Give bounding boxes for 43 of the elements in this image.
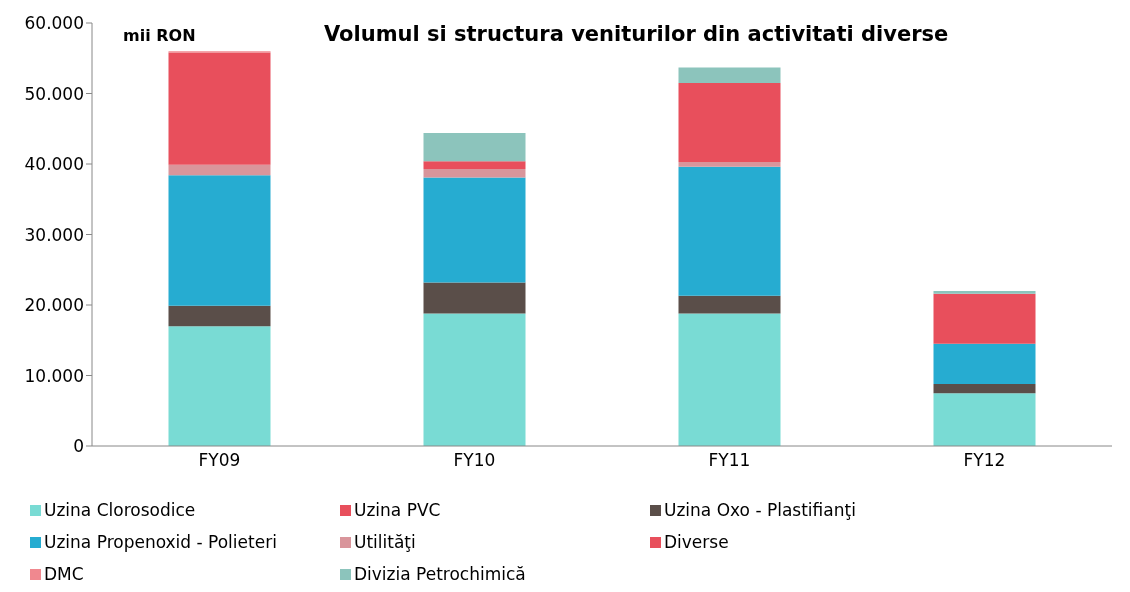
legend-label: Uzina Propenoxid - Polieteri xyxy=(44,532,277,552)
y-tick-label: 60.000 xyxy=(24,13,84,34)
bar xyxy=(423,313,526,446)
legend-label: Utilităţi xyxy=(354,532,416,552)
bar xyxy=(168,326,271,446)
bar xyxy=(933,343,1036,384)
y-tick-label: 10.000 xyxy=(24,365,84,386)
bar xyxy=(168,305,271,327)
bar xyxy=(678,161,781,167)
bar xyxy=(678,166,781,296)
legend-label: Uzina Oxo - Plastifianţi xyxy=(664,500,856,520)
bar xyxy=(678,313,781,446)
chart-title: Volumul si structura veniturilor din activitati diverse xyxy=(324,22,949,46)
legend-label: DMC xyxy=(44,564,84,584)
bar xyxy=(168,52,271,165)
bar xyxy=(933,293,1036,344)
bar xyxy=(423,161,526,169)
bar xyxy=(678,82,781,162)
bar xyxy=(933,393,1036,446)
legend-label: Uzina Clorosodice xyxy=(44,500,196,520)
legend-label: Diverse xyxy=(664,532,729,552)
bar xyxy=(423,177,526,283)
x-tick-label: FY12 xyxy=(963,450,1006,471)
bar xyxy=(423,282,526,314)
y-tick-label: 40.000 xyxy=(24,154,84,175)
annotation: mii RON xyxy=(123,26,196,45)
x-tick-label: FY10 xyxy=(453,450,496,471)
bar xyxy=(423,168,526,178)
bar xyxy=(168,164,271,176)
bar xyxy=(678,295,781,314)
y-tick-label: 30.000 xyxy=(24,224,84,245)
x-tick-label: FY11 xyxy=(708,450,751,471)
bar xyxy=(933,383,1036,394)
legend-label: Divizia Petrochimică xyxy=(354,564,526,584)
bar xyxy=(678,67,781,83)
bar xyxy=(168,175,271,306)
legend-label: Uzina PVC xyxy=(354,500,441,520)
bar xyxy=(933,290,1036,294)
y-tick-label: 0 xyxy=(73,436,84,457)
y-tick-label: 20.000 xyxy=(24,295,84,316)
bar xyxy=(423,132,526,162)
y-tick-label: 50.000 xyxy=(24,83,84,104)
x-tick-label: FY09 xyxy=(198,450,241,471)
